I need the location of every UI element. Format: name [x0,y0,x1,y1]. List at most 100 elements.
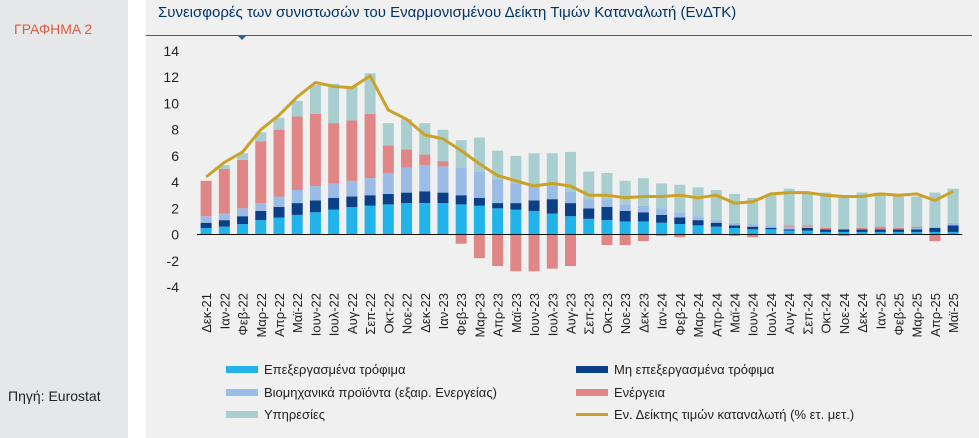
bar-segment [637,234,649,242]
bar-segment [255,141,267,204]
bar-segment [255,220,267,235]
bar-segment [328,83,340,124]
bar-segment [565,203,577,217]
x-tick-label: Ιουλ-24 [764,293,779,336]
bar-segment [856,228,868,230]
bar-segment [728,222,740,226]
bar-segment [929,192,941,227]
bar-segment [364,195,376,206]
bar-segment [346,86,358,121]
bar-segment [546,153,558,185]
bar-segment [911,226,923,228]
x-tick-label: Φεβ-24 [673,293,688,335]
x-tick-label: Ιουν-22 [308,293,323,336]
bar-segment [838,229,850,232]
bar-segment [747,229,759,235]
bar-segment [473,197,485,206]
x-tick-label: Αυγ-23 [564,293,579,334]
legend-swatch [226,366,258,373]
y-tick-label: 12 [163,69,179,85]
bar-segment [619,180,631,205]
bar-segment [401,167,413,193]
bar-segment [510,209,522,235]
chart-title: Συνεισφορές των συνιστωσών του Εναρμονισ… [158,4,737,21]
bar-segment [947,222,959,226]
bar-segment [218,226,230,235]
bar-segment [565,234,577,267]
bar-segment [291,189,303,204]
bar-segment [364,178,376,196]
bar-segment [710,220,722,223]
bar-segment [346,120,358,181]
bar-segment [565,151,577,192]
bar-segment [419,203,431,235]
bar-segment [801,225,813,227]
bar-segment [947,231,959,235]
bar-segment [583,171,595,200]
bar-segment [309,200,321,213]
x-tick-label: Απρ-24 [709,293,724,337]
bar-segment [747,234,759,238]
bar-segment [692,187,704,217]
bar-segment [546,213,558,235]
bar-segment [783,226,795,230]
y-tick-label: 0 [171,227,179,243]
x-tick-label: Νοε-24 [837,293,852,334]
bar-segment [892,228,904,230]
bar-segment [473,234,485,259]
bar-segment [364,73,376,114]
bar-segment [401,119,413,150]
bar-segment [419,154,431,166]
bar-segment [200,228,212,235]
bar-segment [419,191,431,204]
bar-segment [346,196,358,208]
bar-segment [528,210,540,235]
bar-segment [692,216,704,221]
bar-segment [401,149,413,168]
bar-segment [728,234,740,236]
bar-segment [619,210,631,222]
bar-segment [601,207,613,221]
bar-segment [856,231,868,235]
bar-segment [328,183,340,198]
bar-segment [309,186,321,201]
bar-segment [455,204,467,235]
x-tick-label: Δεκ-23 [636,293,651,333]
bar-segment [674,217,686,225]
y-tick-label: -4 [167,279,180,295]
bar-segment [273,207,285,218]
bar-segment [801,228,813,231]
bar-segment [419,165,431,192]
bar-segment [492,203,504,209]
bar-segment [382,172,394,194]
bar-segment [273,129,285,197]
bar-segment [455,195,467,205]
x-tick-label: Αυγ-22 [345,293,360,334]
legend-swatch [576,366,608,373]
bar-segment [565,216,577,235]
bar-segment [255,210,267,221]
bar-segment [856,192,868,228]
legend-label: Εν. Δείκτης τιμών καταναλωτή (% ετ. μετ.… [614,407,855,422]
bar-segment [728,228,740,235]
x-tick-label: Απρ-23 [491,293,506,337]
bar-segment [218,165,230,169]
bar-segment [200,216,212,223]
y-tick-label: 14 [163,43,179,59]
bar-segment [309,113,321,187]
bar-segment [656,214,668,223]
x-tick-label: Μαρ-25 [910,293,925,338]
bar-segment [892,231,904,235]
x-tick-label: Ιαν-23 [436,293,451,329]
bar-segment [473,205,485,235]
bar-segment [455,167,467,196]
bar-segment [820,231,832,235]
bar-segment [783,230,795,235]
bar-segment [528,200,540,211]
bar-segment [382,123,394,146]
legend-label: Ενέργεια [614,385,666,400]
bar-segment [237,153,249,160]
bar-segment [601,199,613,208]
bar-segment [492,234,504,267]
x-tick-label: Νοε-22 [400,293,415,334]
